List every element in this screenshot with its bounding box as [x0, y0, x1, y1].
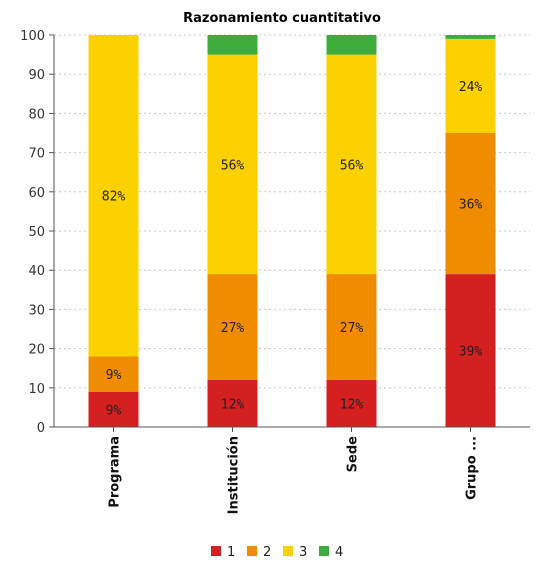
bars: 9% 9% 82% 12% 27% 56% 12% 27% 56% 39% 36% 24%	[88, 35, 496, 427]
data-label: 56%	[340, 158, 364, 173]
legend: 1 2 3 4	[211, 545, 343, 560]
legend-label: 1	[227, 545, 235, 560]
x-tick-label: Institución	[227, 436, 242, 514]
data-label: 39%	[459, 345, 483, 360]
legend-swatch	[283, 546, 293, 556]
bar-segment	[207, 35, 258, 55]
y-tick-label: 10	[28, 382, 45, 397]
data-label: 12%	[221, 397, 245, 412]
x-tick-label: Grupo ...	[465, 436, 480, 500]
y-tick-label: 80	[28, 107, 45, 122]
bar-segment	[445, 38, 496, 133]
data-label: 9%	[106, 403, 122, 418]
data-label: 82%	[102, 190, 126, 205]
bar-segment	[445, 133, 496, 275]
legend-swatch	[247, 546, 257, 556]
legend-label: 2	[263, 545, 271, 560]
y-tick-label: 70	[28, 147, 45, 162]
data-label: 9%	[106, 368, 122, 383]
bar-segment	[445, 274, 496, 427]
x-axis: Programa Institución Sede Grupo ...	[54, 426, 530, 514]
bar-segment	[207, 274, 258, 380]
data-label: 24%	[459, 80, 483, 95]
legend-swatch	[319, 546, 329, 556]
data-label: 56%	[221, 158, 245, 173]
y-tick-label: 90	[28, 68, 45, 83]
bar-segment	[88, 35, 139, 357]
data-label: 27%	[221, 321, 245, 336]
bar-segment	[88, 391, 139, 427]
y-tick-label: 60	[28, 186, 45, 201]
bar-segment	[88, 356, 139, 392]
x-tick-label: Programa	[108, 436, 123, 508]
data-label: 12%	[340, 397, 364, 412]
chart-title: Razonamiento cuantitativo	[183, 11, 381, 26]
legend-label: 3	[299, 545, 307, 560]
bar-segment	[207, 54, 258, 275]
bar-segment	[326, 54, 377, 275]
bar-segment	[445, 35, 496, 39]
y-tick-label: 20	[28, 343, 45, 358]
legend-swatch	[211, 546, 221, 556]
y-tick-label: 30	[28, 303, 45, 318]
bar-segment	[326, 379, 377, 427]
bar-segment	[207, 379, 258, 427]
x-tick-label: Sede	[346, 436, 361, 472]
data-label: 36%	[459, 198, 483, 213]
bar-segment	[326, 274, 377, 380]
y-tick-label: 100	[20, 29, 45, 44]
bar-segment	[326, 35, 377, 55]
y-tick-label: 40	[28, 264, 45, 279]
y-tick-label: 0	[37, 421, 45, 436]
y-tick-label: 50	[28, 225, 45, 240]
y-axis: 0 10 20 30 40 50 60 70 80 90 100	[20, 29, 55, 436]
legend-label: 4	[335, 545, 343, 560]
data-label: 27%	[340, 321, 364, 336]
